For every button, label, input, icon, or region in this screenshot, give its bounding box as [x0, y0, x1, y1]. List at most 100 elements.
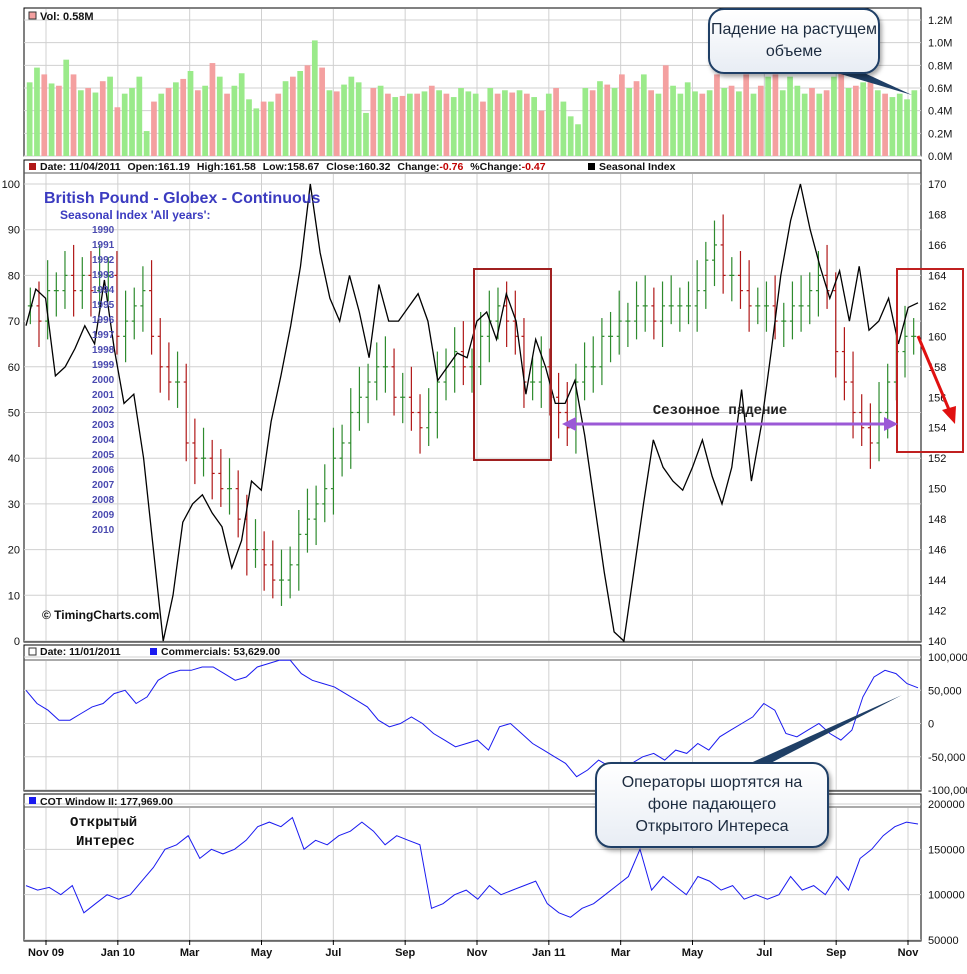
x-axis-label: Nov 09: [28, 947, 64, 959]
volume-bar: [823, 90, 830, 156]
volume-bar: [567, 116, 574, 156]
volume-bar: [143, 131, 150, 156]
price-right-tick: 140: [928, 636, 946, 648]
volume-bar: [450, 97, 457, 156]
x-axis-label: May: [251, 947, 273, 959]
volume-bar: [604, 84, 611, 156]
year-label: 2000: [92, 375, 115, 386]
volume-bar: [180, 78, 187, 156]
volume-bar: [860, 82, 867, 156]
commercials-tick: 50,000: [928, 685, 962, 697]
cot-note: Открытый Интерес: [70, 815, 146, 850]
price-left-tick: 90: [8, 225, 20, 237]
volume-bar: [77, 90, 84, 156]
year-label: 1995: [92, 300, 115, 311]
volume-bar: [238, 73, 245, 156]
volume-bar: [765, 76, 771, 156]
volume-bar: [26, 82, 33, 156]
volume-bar: [370, 88, 377, 156]
year-label: 1991: [92, 240, 115, 251]
cot-tick: 50000: [928, 935, 959, 947]
volume-bar: [297, 71, 304, 156]
year-label: 1990: [92, 225, 115, 236]
volume-bar: [377, 85, 384, 156]
axis-ticks: 1.2M1.0M0.8M0.6M0.4M0.2M0.0M100908070605…: [2, 15, 967, 959]
volume-bar: [889, 97, 896, 156]
seasonal-decline-label: Сезонное падение: [653, 403, 787, 419]
cot-tick: 100000: [928, 890, 965, 902]
volume-bar: [253, 108, 260, 156]
volume-bar: [714, 74, 720, 156]
price-right-tick: 144: [928, 575, 946, 587]
price-right-tick: 170: [928, 179, 946, 191]
chart-subtitle: Seasonal Index 'All years':: [60, 208, 210, 222]
operators-callout: Операторы шортятся на фоне падающего Отк…: [595, 762, 829, 848]
volume-bar: [553, 88, 559, 156]
commercials-tick: -100,000: [928, 785, 967, 797]
volume-bar: [706, 90, 713, 156]
volume-bar: [648, 90, 654, 156]
volume-bar: [662, 65, 669, 156]
volume-callout: Падение на растущем объеме: [708, 8, 880, 74]
price-left-tick: 40: [8, 453, 20, 465]
copyright: © TimingCharts.com: [42, 608, 159, 622]
volume-bar: [363, 112, 369, 156]
volume-bar: [728, 85, 735, 156]
volume-bar: [443, 93, 450, 156]
volume-bar: [736, 91, 742, 156]
volume-bar: [304, 65, 311, 156]
volume-bar: [187, 71, 194, 156]
volume-bar: [341, 84, 347, 156]
x-axis-label: Sep: [395, 947, 415, 959]
price-bars: [27, 214, 917, 606]
volume-bar: [670, 85, 676, 156]
volume-bar: [129, 88, 135, 156]
volume-bar: [311, 40, 318, 156]
volume-bar: [626, 88, 633, 156]
volume-bar: [852, 85, 859, 156]
volume-bar: [516, 90, 523, 156]
volume-bar: [165, 88, 172, 156]
volume-bar: [436, 90, 442, 156]
commercials-date: Date: 11/01/2011: [40, 646, 121, 658]
volume-bar: [392, 97, 399, 156]
volume-bar: [838, 67, 845, 156]
volume-bar: [721, 88, 728, 156]
volume-bar: [70, 74, 77, 156]
seasonal-legend-swatch: [588, 163, 595, 170]
volume-bar: [465, 91, 472, 156]
year-label: 2008: [92, 495, 115, 506]
volume-bar: [114, 107, 121, 156]
cot-swatch: [29, 797, 36, 804]
volume-bar: [560, 101, 567, 156]
x-axis-label: Jan 10: [101, 947, 135, 959]
arrow-head-left: [562, 417, 576, 431]
price-left-tick: 50: [8, 408, 20, 420]
volume-tick-label: 0.8M: [928, 60, 952, 72]
volume-bar: [597, 81, 603, 156]
year-label: 2004: [92, 435, 115, 446]
chart-title: British Pound - Globex - Continuous: [44, 190, 321, 207]
volume-bar: [882, 93, 888, 156]
volume-bar: [531, 97, 538, 156]
year-label: 1993: [92, 270, 115, 281]
year-label: 2005: [92, 450, 115, 461]
volume-bar: [194, 90, 201, 156]
volume-bar: [655, 93, 662, 156]
year-label: 1998: [92, 345, 115, 356]
x-axis-label: Jul: [756, 947, 772, 959]
year-label: 2001: [92, 390, 115, 401]
volume-bar: [428, 85, 435, 156]
year-list: 1990 1991 1992 1993 1994 1995 1996 1997 1998 1999…: [92, 225, 115, 536]
volume-bar: [63, 59, 70, 156]
volume-bar: [684, 82, 691, 156]
price-right-tick: 166: [928, 240, 946, 252]
price-left-tick: 80: [8, 270, 20, 282]
volume-bar: [85, 88, 92, 156]
volume-bar: [677, 93, 684, 156]
x-axis-label: Nov: [467, 947, 489, 959]
year-label: 1997: [92, 330, 115, 341]
price-header: Date: 11/04/2011 Open:161.19 High:161.58…: [40, 161, 546, 173]
volume-bar: [348, 76, 355, 156]
